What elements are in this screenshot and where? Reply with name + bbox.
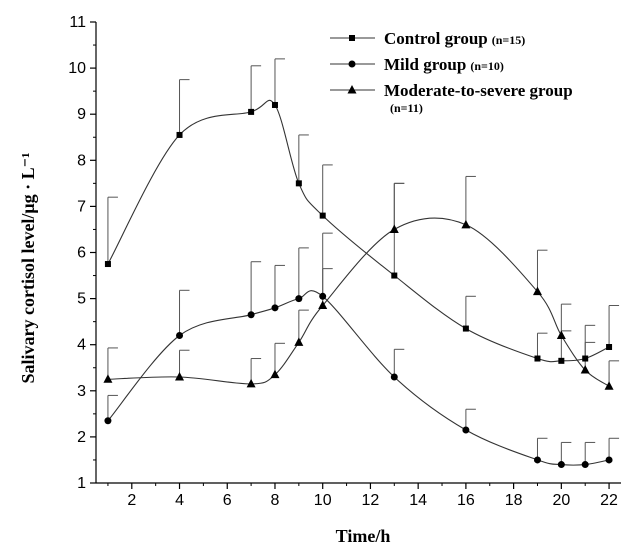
triangle-marker — [556, 330, 566, 339]
series-curves — [107, 99, 610, 466]
y-tick-label: 1 — [77, 475, 86, 492]
series-markers — [103, 101, 614, 469]
circle-marker — [462, 426, 470, 434]
triangle-marker — [318, 300, 328, 310]
y-tick-label: 2 — [77, 429, 86, 446]
triangle-marker — [246, 378, 256, 388]
x-tick-label: 4 — [175, 492, 184, 509]
legend-label-1: Mild group — [384, 55, 466, 74]
circle-marker — [247, 311, 255, 319]
legend-n-1: (n=10) — [470, 59, 504, 73]
circle-marker — [533, 456, 541, 464]
square-marker — [319, 212, 326, 219]
series-line-1 — [107, 290, 610, 466]
y-tick-label: 3 — [77, 383, 86, 400]
y-tick-label: 4 — [77, 337, 86, 354]
triangle-marker — [270, 369, 280, 379]
square-marker — [104, 261, 111, 268]
x-tick-label: 18 — [505, 492, 523, 509]
x-tick-label: 12 — [362, 492, 380, 509]
x-tick-label: 2 — [127, 492, 136, 509]
x-tick-label: 14 — [409, 492, 427, 509]
triangle-marker — [294, 337, 304, 346]
square-marker — [462, 325, 469, 332]
square-marker — [248, 108, 255, 115]
circle-marker — [176, 331, 184, 339]
circle-marker — [605, 456, 613, 464]
square-marker — [176, 131, 183, 138]
legend-n-0: (n=15) — [492, 33, 526, 47]
x-tick-label: 20 — [552, 492, 570, 509]
square-marker — [295, 180, 302, 187]
legend-n-2: (n=11) — [390, 101, 423, 115]
square-marker — [582, 355, 589, 362]
y-tick-label: 5 — [77, 291, 86, 308]
triangle-marker — [604, 381, 614, 390]
triangle-marker — [461, 219, 471, 229]
legend-triangle-marker — [347, 85, 357, 94]
series-line-0 — [107, 99, 610, 363]
legend-label-2: Moderate-to-severe group — [384, 81, 573, 100]
square-marker — [558, 357, 565, 364]
legend-circle-marker — [348, 60, 356, 68]
x-tick-label: 22 — [600, 492, 618, 509]
x-tick-label: 6 — [223, 492, 232, 509]
square-marker — [606, 344, 613, 351]
axes — [90, 21, 621, 489]
circle-marker — [295, 295, 303, 303]
legend-square-marker — [349, 35, 355, 41]
x-tick-label: 16 — [457, 492, 475, 509]
circle-marker — [104, 417, 112, 425]
y-tick-label: 11 — [69, 14, 86, 31]
triangle-marker — [103, 374, 113, 383]
square-marker — [271, 101, 278, 108]
circle-marker — [581, 461, 589, 469]
triangle-marker — [389, 224, 399, 233]
legend-label-0: Control group — [384, 29, 488, 48]
x-tick-label: 8 — [271, 492, 280, 509]
y-tick-label: 7 — [77, 198, 86, 215]
circle-marker — [390, 373, 398, 381]
x-axis-title: Time/h — [336, 526, 391, 546]
x-tick-label: 10 — [314, 492, 332, 509]
y-tick-label: 10 — [68, 60, 86, 77]
y-tick-label: 8 — [77, 152, 86, 169]
triangle-marker — [175, 371, 185, 381]
square-marker — [391, 272, 398, 279]
square-marker — [534, 355, 541, 362]
y-tick-label: 6 — [77, 245, 86, 262]
y-tick-label: 9 — [77, 106, 86, 123]
legend: Control group (n=15) Mild group (n=10) Moder… — [330, 29, 573, 115]
error-bars — [107, 58, 620, 465]
circle-marker — [319, 292, 327, 300]
triangle-marker — [532, 286, 542, 296]
y-axis-title: Salivary cortisol level/μg · L⁻¹ — [18, 152, 38, 383]
circle-marker — [557, 461, 565, 469]
triangle-marker — [580, 365, 590, 374]
circle-marker — [271, 304, 279, 312]
series-line-2 — [107, 217, 610, 387]
